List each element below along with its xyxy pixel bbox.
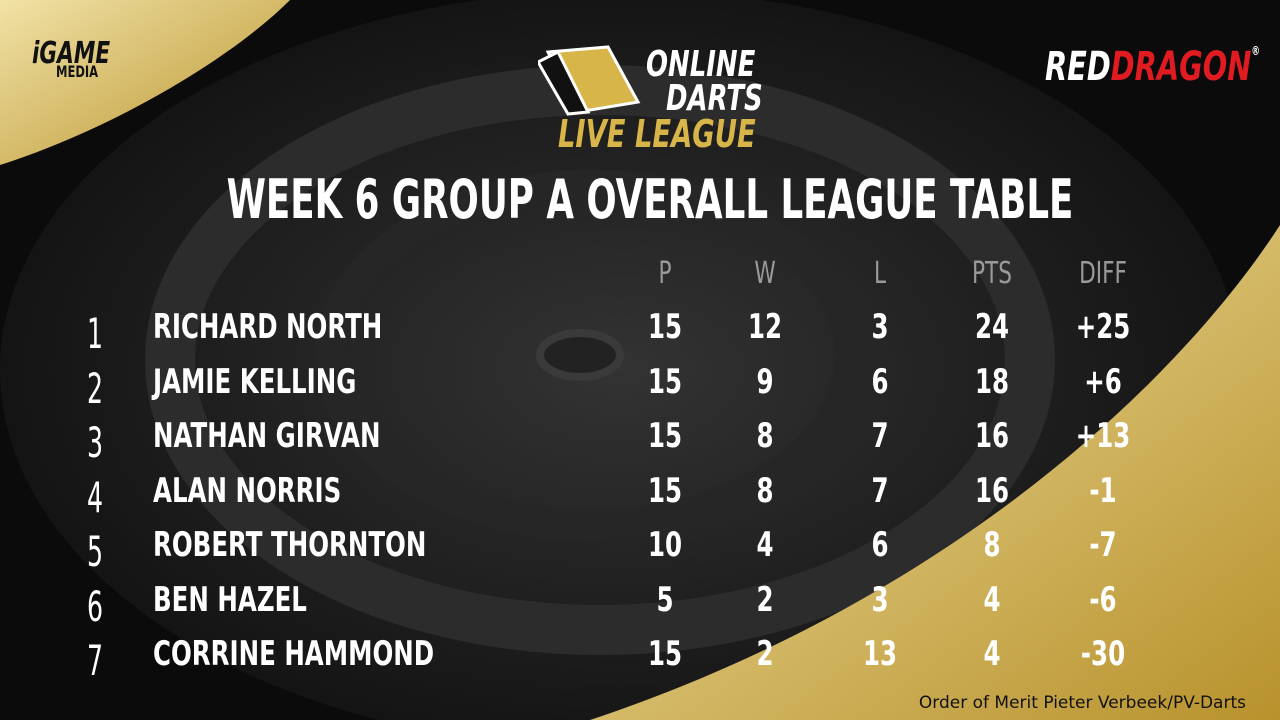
player-name: NATHAN GIRVAN [153, 416, 381, 456]
stat-cell: -1 [1089, 470, 1117, 511]
rank: 4 [86, 472, 104, 522]
stat-cell: -7 [1089, 525, 1117, 565]
column-header: DIFF [1079, 256, 1127, 291]
player-name: BEN HAZEL [153, 579, 307, 620]
stat-cell: 2 [756, 634, 774, 674]
credit: Order of Merit Pieter Verbeek/PV-Darts [918, 693, 1246, 713]
stat-cell: 5 [656, 579, 674, 620]
stat-cell: 12 [747, 307, 783, 347]
stat-cell: 16 [974, 416, 1010, 456]
stat-cell: 3 [871, 307, 889, 347]
stat-cell: 10 [647, 525, 683, 565]
column-header: W [754, 256, 776, 291]
logo-dragon: DRAGON [1110, 44, 1252, 90]
stat-cell: 8 [756, 416, 774, 456]
stat-cell: 7 [871, 416, 889, 456]
stat-cell: 4 [983, 634, 1001, 674]
column-header: L [873, 256, 887, 291]
stat-cell: +13 [1075, 416, 1131, 456]
player-name: ROBERT THORNTON [153, 525, 427, 565]
rank: 7 [86, 636, 104, 685]
logo-text: iGAME [32, 36, 111, 71]
logo-text: ONLINE [646, 44, 756, 85]
player-name: ALAN NORRIS [153, 470, 342, 511]
stat-cell: 3 [871, 579, 889, 620]
stat-cell: 7 [871, 470, 889, 511]
stat-cell: 15 [647, 307, 683, 347]
rank: 2 [86, 363, 104, 413]
logo-text: MEDIA [56, 62, 99, 81]
stat-cell: 15 [647, 634, 683, 674]
player-name: JAMIE KELLING [153, 361, 357, 402]
logo-reg: ® [1251, 44, 1260, 58]
stat-cell: 9 [756, 361, 774, 402]
stat-cell: 8 [983, 525, 1001, 565]
stat-cell: 6 [871, 361, 889, 402]
logo-text: LIVE LEAGUE [558, 112, 756, 156]
stat-cell: 15 [647, 361, 683, 402]
stat-cell: 4 [983, 579, 1001, 620]
stat-cell: 24 [974, 307, 1010, 347]
stat-cell: 15 [647, 416, 683, 456]
stat-cell: 4 [756, 525, 774, 565]
stat-cell: +6 [1084, 361, 1122, 402]
rank: 3 [86, 418, 104, 467]
stat-cell: -6 [1089, 579, 1117, 620]
stat-cell: -30 [1080, 634, 1126, 674]
rank: 5 [86, 527, 104, 576]
rank: 1 [86, 309, 104, 358]
title: WEEK 6 GROUP A OVERALL LEAGUE TABLE [226, 168, 1074, 231]
column-header: PTS [972, 256, 1012, 291]
stat-cell: 16 [974, 470, 1010, 511]
logo-icon [538, 45, 641, 116]
stat-cell: 13 [862, 634, 898, 674]
stat-cell: 6 [871, 525, 889, 565]
stat-cell: +25 [1075, 307, 1131, 347]
logo-text: REDDRAGON® [1045, 44, 1260, 90]
stat-cell: 15 [647, 470, 683, 511]
stat-cell: 8 [756, 470, 774, 511]
player-name: RICHARD NORTH [153, 307, 383, 347]
logo-red: RED [1045, 44, 1111, 90]
logo-text: DARTS [666, 78, 763, 119]
player-name: CORRINE HAMMOND [153, 634, 435, 674]
stat-cell: 18 [974, 361, 1010, 402]
rank: 6 [86, 581, 104, 631]
stat-cell: 2 [756, 579, 774, 620]
column-header: P [658, 256, 672, 291]
